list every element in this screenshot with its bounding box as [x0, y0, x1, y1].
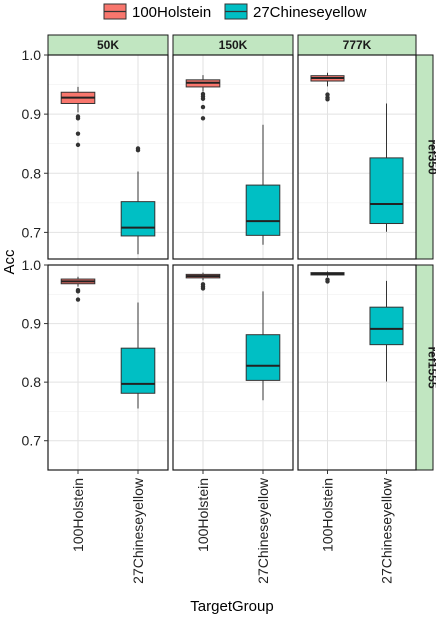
legend-item: 27Chineseyellow — [225, 4, 367, 21]
facet-panel — [173, 265, 293, 470]
facet-strip-row-label: ref1555 — [426, 346, 436, 388]
outlier-point — [76, 143, 80, 147]
legend-label: 100Holstein — [132, 4, 211, 21]
panel-background — [298, 265, 416, 470]
panel-background — [298, 55, 416, 259]
outlier-point — [201, 97, 205, 101]
legend: 100Holstein 27Chineseyellow — [104, 4, 367, 21]
x-tick-label: 100Holstein — [195, 478, 211, 552]
outlier-point — [136, 148, 140, 152]
box-iqr — [370, 307, 403, 344]
facet-panel — [298, 265, 416, 470]
box-iqr — [121, 202, 155, 236]
outlier-point — [325, 97, 329, 101]
facet-panel — [298, 55, 416, 259]
outlier-point — [76, 131, 80, 135]
outlier-point — [201, 105, 205, 109]
outlier-point — [76, 116, 80, 120]
y-tick-label: 0.9 — [22, 106, 42, 122]
facet-strip-col-label: 50K — [97, 38, 119, 52]
outlier-point — [201, 286, 205, 290]
y-tick-label: 0.8 — [22, 374, 42, 390]
outlier-point — [76, 289, 80, 293]
x-tick-label: 100Holstein — [70, 478, 86, 552]
y-tick-label: 0.7 — [22, 224, 42, 240]
x-tick-label: 27Chineseyellow — [130, 477, 146, 584]
facet-strip-row-label: ref350 — [426, 139, 436, 175]
y-tick-label: 0.7 — [22, 433, 42, 449]
y-tick-label: 0.8 — [22, 165, 42, 181]
outlier-point — [325, 279, 329, 283]
facet-panel — [48, 55, 168, 259]
box-iqr — [246, 335, 280, 381]
y-axis-title: Acc — [1, 249, 18, 275]
facet-panel — [48, 265, 168, 470]
x-tick-label: 27Chineseyellow — [379, 477, 395, 584]
y-tick-label: 0.9 — [22, 316, 42, 332]
x-tick-label: 27Chineseyellow — [255, 477, 271, 584]
facet-strip-col-label: 150K — [219, 38, 248, 52]
box-iqr — [246, 185, 280, 235]
x-tick-label: 100Holstein — [320, 478, 336, 552]
legend-label: 27Chineseyellow — [253, 4, 367, 21]
x-axis-title: TargetGroup — [190, 598, 273, 615]
y-tick-label: 1.0 — [22, 47, 42, 63]
outlier-point — [76, 297, 80, 301]
facet-strip-col-label: 777K — [343, 38, 372, 52]
box-iqr — [370, 158, 403, 224]
y-tick-label: 1.0 — [22, 257, 42, 273]
outlier-point — [201, 116, 205, 120]
facet-panel — [173, 55, 293, 259]
legend-item: 100Holstein — [104, 4, 211, 21]
box-iqr — [121, 348, 155, 393]
